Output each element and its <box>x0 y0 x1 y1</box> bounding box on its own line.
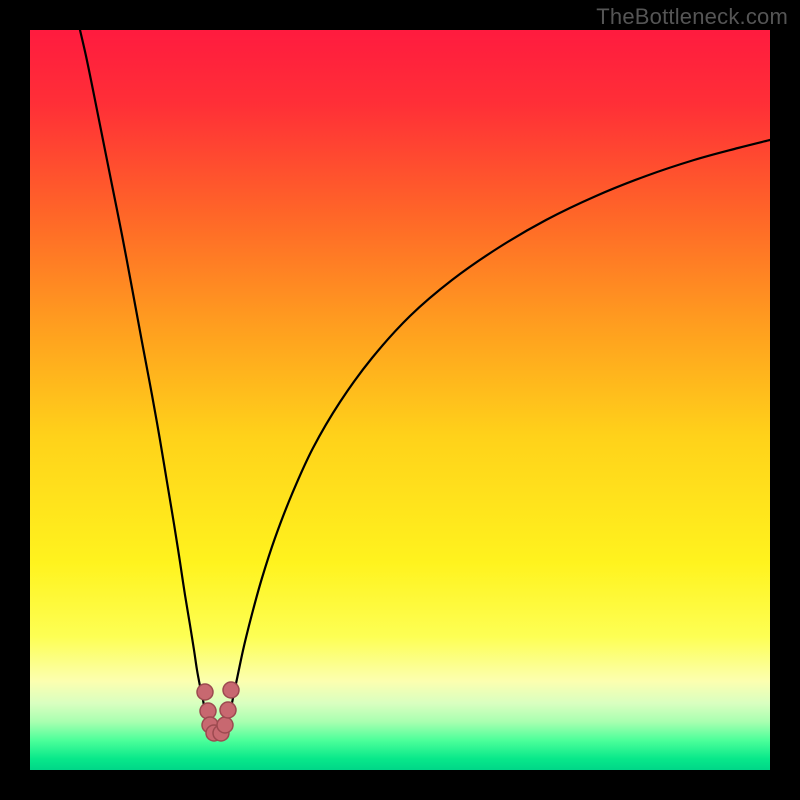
chart-frame: TheBottleneck.com <box>0 0 800 800</box>
valley-marker <box>223 682 239 698</box>
valley-marker <box>197 684 213 700</box>
curve-left <box>80 30 206 718</box>
valley-markers <box>197 682 239 741</box>
plot-area <box>30 30 770 770</box>
valley-marker <box>217 717 233 733</box>
valley-marker <box>220 702 236 718</box>
curve-right <box>229 140 770 718</box>
curve-layer <box>30 30 770 770</box>
watermark-text: TheBottleneck.com <box>596 4 788 30</box>
